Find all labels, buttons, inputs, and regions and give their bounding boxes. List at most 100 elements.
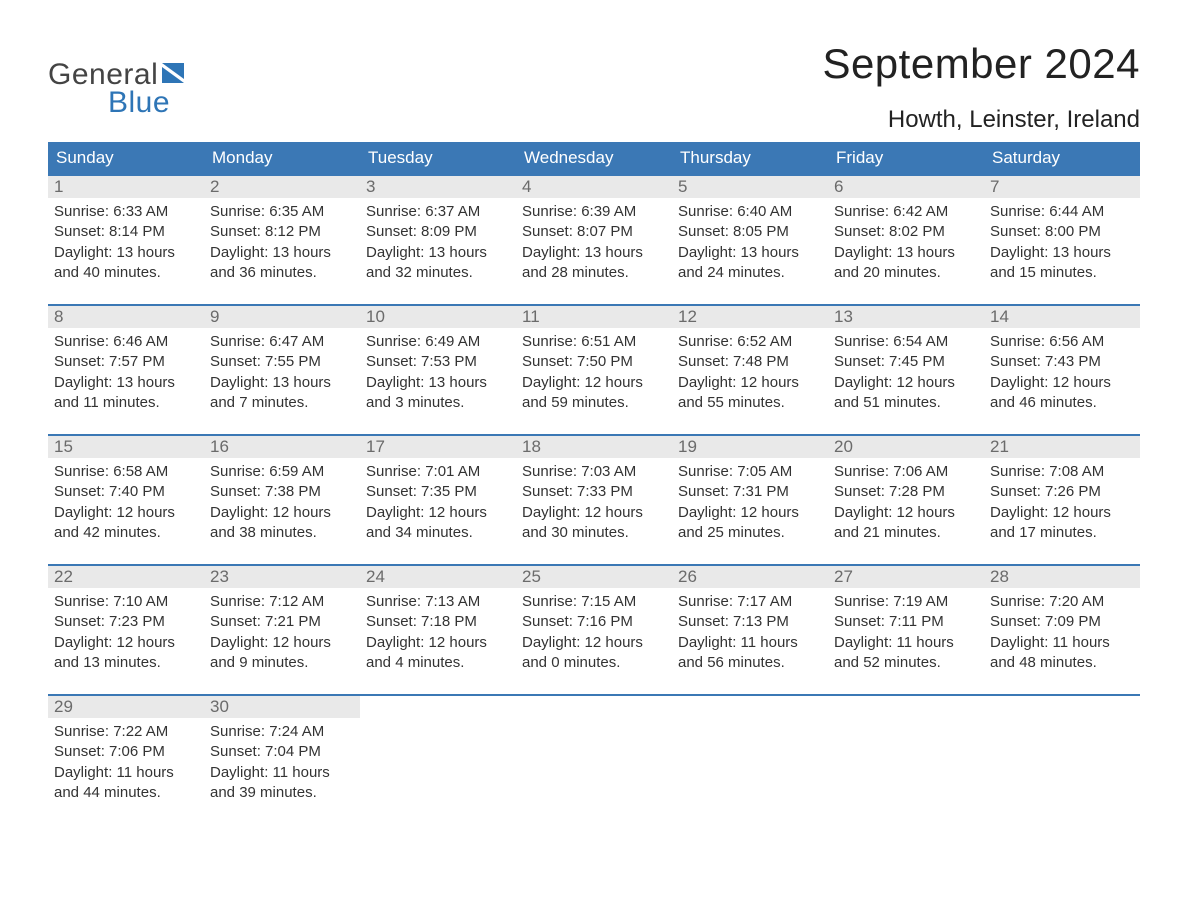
day-details: Sunrise: 7:05 AMSunset: 7:31 PMDaylight:… (672, 458, 828, 543)
daylight-text: and 7 minutes. (210, 393, 354, 413)
day-number: 26 (672, 566, 828, 588)
daylight-text: and 3 minutes. (366, 393, 510, 413)
daylight-text: Daylight: 12 hours (54, 633, 198, 653)
day-details: Sunrise: 7:12 AMSunset: 7:21 PMDaylight:… (204, 588, 360, 673)
daylight-text: and 36 minutes. (210, 263, 354, 283)
sunset-text: Sunset: 7:45 PM (834, 352, 978, 372)
sunrise-text: Sunrise: 6:46 AM (54, 332, 198, 352)
day-number: 5 (672, 176, 828, 198)
day-details: Sunrise: 6:39 AMSunset: 8:07 PMDaylight:… (516, 198, 672, 283)
daylight-text: Daylight: 12 hours (990, 373, 1134, 393)
sunset-text: Sunset: 8:02 PM (834, 222, 978, 242)
sunrise-text: Sunrise: 6:44 AM (990, 202, 1134, 222)
day-number: 13 (828, 306, 984, 328)
calendar-day-cell (828, 696, 984, 806)
day-number (516, 696, 672, 698)
calendar-day-cell (360, 696, 516, 806)
day-details: Sunrise: 7:06 AMSunset: 7:28 PMDaylight:… (828, 458, 984, 543)
daylight-text: and 46 minutes. (990, 393, 1134, 413)
sunrise-text: Sunrise: 7:03 AM (522, 462, 666, 482)
calendar-day-cell: 3Sunrise: 6:37 AMSunset: 8:09 PMDaylight… (360, 176, 516, 286)
sunrise-text: Sunrise: 6:49 AM (366, 332, 510, 352)
daylight-text: and 51 minutes. (834, 393, 978, 413)
daylight-text: and 28 minutes. (522, 263, 666, 283)
day-number: 7 (984, 176, 1140, 198)
sunrise-text: Sunrise: 7:01 AM (366, 462, 510, 482)
daylight-text: and 4 minutes. (366, 653, 510, 673)
calendar-day-cell: 6Sunrise: 6:42 AMSunset: 8:02 PMDaylight… (828, 176, 984, 286)
day-details: Sunrise: 7:19 AMSunset: 7:11 PMDaylight:… (828, 588, 984, 673)
day-details: Sunrise: 6:58 AMSunset: 7:40 PMDaylight:… (48, 458, 204, 543)
day-number: 19 (672, 436, 828, 458)
sunset-text: Sunset: 8:09 PM (366, 222, 510, 242)
day-number: 3 (360, 176, 516, 198)
sunset-text: Sunset: 7:33 PM (522, 482, 666, 502)
day-details: Sunrise: 7:22 AMSunset: 7:06 PMDaylight:… (48, 718, 204, 803)
calendar-day-cell: 22Sunrise: 7:10 AMSunset: 7:23 PMDayligh… (48, 566, 204, 676)
daylight-text: Daylight: 13 hours (210, 243, 354, 263)
calendar-day-cell: 20Sunrise: 7:06 AMSunset: 7:28 PMDayligh… (828, 436, 984, 546)
day-details: Sunrise: 7:13 AMSunset: 7:18 PMDaylight:… (360, 588, 516, 673)
daylight-text: and 52 minutes. (834, 653, 978, 673)
day-details: Sunrise: 7:15 AMSunset: 7:16 PMDaylight:… (516, 588, 672, 673)
day-number (984, 696, 1140, 698)
sunrise-text: Sunrise: 7:24 AM (210, 722, 354, 742)
daylight-text: and 55 minutes. (678, 393, 822, 413)
weekday-header: Thursday (672, 142, 828, 174)
daylight-text: Daylight: 13 hours (366, 243, 510, 263)
day-number: 2 (204, 176, 360, 198)
calendar-day-cell: 5Sunrise: 6:40 AMSunset: 8:05 PMDaylight… (672, 176, 828, 286)
sunset-text: Sunset: 7:40 PM (54, 482, 198, 502)
weekday-header: Wednesday (516, 142, 672, 174)
calendar-day-cell (672, 696, 828, 806)
day-details: Sunrise: 6:40 AMSunset: 8:05 PMDaylight:… (672, 198, 828, 283)
daylight-text: and 34 minutes. (366, 523, 510, 543)
sunrise-text: Sunrise: 7:12 AM (210, 592, 354, 612)
day-details: Sunrise: 6:56 AMSunset: 7:43 PMDaylight:… (984, 328, 1140, 413)
sunrise-text: Sunrise: 7:20 AM (990, 592, 1134, 612)
calendar-day-cell: 21Sunrise: 7:08 AMSunset: 7:26 PMDayligh… (984, 436, 1140, 546)
calendar-day-cell: 11Sunrise: 6:51 AMSunset: 7:50 PMDayligh… (516, 306, 672, 416)
calendar-week: 1Sunrise: 6:33 AMSunset: 8:14 PMDaylight… (48, 174, 1140, 286)
daylight-text: and 32 minutes. (366, 263, 510, 283)
sunset-text: Sunset: 8:00 PM (990, 222, 1134, 242)
calendar-day-cell: 4Sunrise: 6:39 AMSunset: 8:07 PMDaylight… (516, 176, 672, 286)
sunset-text: Sunset: 7:53 PM (366, 352, 510, 372)
calendar-week: 29Sunrise: 7:22 AMSunset: 7:06 PMDayligh… (48, 694, 1140, 806)
weekday-header-row: Sunday Monday Tuesday Wednesday Thursday… (48, 142, 1140, 174)
day-details: Sunrise: 7:08 AMSunset: 7:26 PMDaylight:… (984, 458, 1140, 543)
day-number: 14 (984, 306, 1140, 328)
calendar-day-cell: 17Sunrise: 7:01 AMSunset: 7:35 PMDayligh… (360, 436, 516, 546)
calendar-week: 8Sunrise: 6:46 AMSunset: 7:57 PMDaylight… (48, 304, 1140, 416)
day-number: 16 (204, 436, 360, 458)
daylight-text: Daylight: 13 hours (54, 373, 198, 393)
sunset-text: Sunset: 7:48 PM (678, 352, 822, 372)
sunset-text: Sunset: 7:38 PM (210, 482, 354, 502)
sunset-text: Sunset: 7:57 PM (54, 352, 198, 372)
daylight-text: and 11 minutes. (54, 393, 198, 413)
day-number (828, 696, 984, 698)
calendar-day-cell: 27Sunrise: 7:19 AMSunset: 7:11 PMDayligh… (828, 566, 984, 676)
calendar-day-cell: 29Sunrise: 7:22 AMSunset: 7:06 PMDayligh… (48, 696, 204, 806)
daylight-text: and 21 minutes. (834, 523, 978, 543)
daylight-text: and 44 minutes. (54, 783, 198, 803)
day-number: 25 (516, 566, 672, 588)
month-title: September 2024 (822, 40, 1140, 88)
daylight-text: and 39 minutes. (210, 783, 354, 803)
calendar-day-cell: 2Sunrise: 6:35 AMSunset: 8:12 PMDaylight… (204, 176, 360, 286)
page-header: General Blue September 2024 Howth, Leins… (48, 40, 1140, 134)
day-number: 18 (516, 436, 672, 458)
sunrise-text: Sunrise: 6:54 AM (834, 332, 978, 352)
daylight-text: and 9 minutes. (210, 653, 354, 673)
daylight-text: and 17 minutes. (990, 523, 1134, 543)
daylight-text: and 0 minutes. (522, 653, 666, 673)
day-details: Sunrise: 7:03 AMSunset: 7:33 PMDaylight:… (516, 458, 672, 543)
daylight-text: and 24 minutes. (678, 263, 822, 283)
daylight-text: Daylight: 12 hours (210, 503, 354, 523)
day-number: 12 (672, 306, 828, 328)
day-number: 4 (516, 176, 672, 198)
sunset-text: Sunset: 8:07 PM (522, 222, 666, 242)
sunrise-text: Sunrise: 7:08 AM (990, 462, 1134, 482)
daylight-text: Daylight: 13 hours (366, 373, 510, 393)
weekday-header: Sunday (48, 142, 204, 174)
